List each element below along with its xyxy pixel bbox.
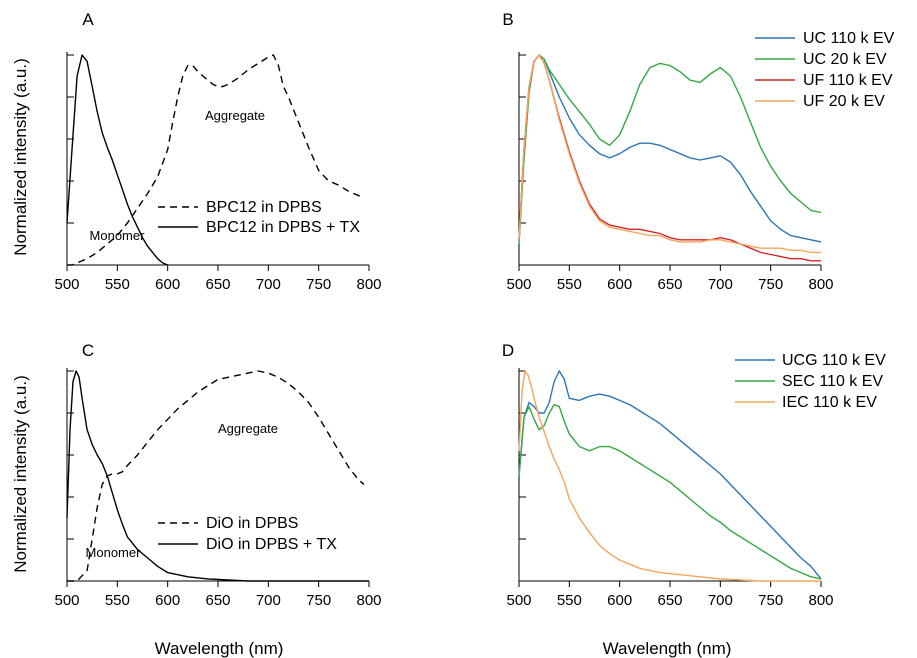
series-line-3 [518, 54, 821, 262]
x-tick-label: 700 [708, 592, 733, 609]
x-tick-label: 600 [155, 276, 180, 293]
series-line-1 [518, 370, 822, 580]
legend-label: IEC 110 k EV [782, 394, 877, 411]
legend-label: UF 20 k EV [803, 93, 885, 110]
annotation-aggregate: Aggregate [205, 108, 265, 123]
series-line-1 [518, 54, 822, 243]
x-tick-label: 700 [256, 592, 281, 609]
panel-c: C 500 550 600 650 700 750 800 DiO in DPBS DiO in … [54, 341, 381, 609]
annotation-monomer: Monomer [86, 545, 142, 560]
annotation-aggregate: Aggregate [218, 421, 278, 436]
x-tick-label: 550 [557, 592, 582, 609]
series-line-3 [518, 370, 821, 582]
x-tick-label: 650 [657, 276, 682, 293]
series-line-2 [66, 54, 168, 266]
panel-d: D 500 550 600 650 700 750 800 UCG 110 k EV SEC 11… [502, 341, 886, 609]
series-line-2 [518, 403, 822, 580]
x-tick-label: 600 [607, 592, 632, 609]
x-tick-label: 750 [306, 592, 331, 609]
panel-letter: A [82, 10, 94, 29]
x-tick-label: 750 [306, 276, 331, 293]
panel-letter: D [502, 341, 514, 360]
x-tick-label: 800 [808, 276, 833, 293]
x-tick-label: 550 [105, 276, 130, 293]
legend-label: DiO in DPBS [206, 515, 298, 532]
x-tick-label: 650 [657, 592, 682, 609]
x-tick-label: 800 [356, 592, 381, 609]
x-tick-label: 500 [54, 592, 79, 609]
x-tick-label: 800 [808, 592, 833, 609]
y-axis-label-bottom: Normalized intensity (a.u.) [11, 375, 30, 572]
x-tick-label: 550 [105, 592, 130, 609]
legend-label: UC 20 k EV [803, 51, 887, 68]
x-tick-label: 500 [506, 276, 531, 293]
series-line-1 [67, 54, 365, 266]
x-tick-label: 550 [557, 276, 582, 293]
legend-label: DiO in DPBS + TX [206, 536, 337, 553]
x-tick-label: 750 [758, 276, 783, 293]
series-line-4 [518, 54, 821, 254]
series-line-2 [518, 54, 822, 245]
panel-a: A 500 550 600 650 700 750 800 BPC12 in DPBS BPC12… [54, 10, 381, 293]
x-tick-label: 600 [607, 276, 632, 293]
x-tick-label: 750 [758, 592, 783, 609]
x-tick-label: 700 [256, 276, 281, 293]
panel-letter: C [82, 341, 94, 360]
x-axis-label-right: Wavelength (nm) [603, 639, 732, 658]
legend-label: UF 110 k EV [803, 72, 893, 89]
series-line-2 [66, 370, 369, 582]
x-tick-label: 500 [506, 592, 531, 609]
x-axis-label-left: Wavelength (nm) [155, 639, 284, 658]
x-tick-label: 500 [54, 276, 79, 293]
legend-label: SEC 110 k EV [782, 373, 883, 390]
panel-b: B 500 550 600 650 700 750 800 UC 110 k EV UC 20 k… [502, 10, 894, 293]
x-tick-label: 700 [708, 276, 733, 293]
panel-letter: B [502, 10, 513, 29]
x-tick-label: 800 [356, 276, 381, 293]
legend-label: BPC12 in DPBS + TX [206, 219, 360, 236]
legend-label: UCG 110 k EV [782, 352, 886, 369]
annotation-monomer: Monomer [90, 228, 146, 243]
legend-label: UC 110 k EV [803, 30, 895, 47]
y-axis-label-top: Normalized intensity (a.u.) [11, 58, 30, 255]
x-tick-label: 650 [205, 276, 230, 293]
x-tick-label: 600 [155, 592, 180, 609]
x-tick-label: 650 [205, 592, 230, 609]
legend-label: BPC12 in DPBS [206, 199, 322, 216]
